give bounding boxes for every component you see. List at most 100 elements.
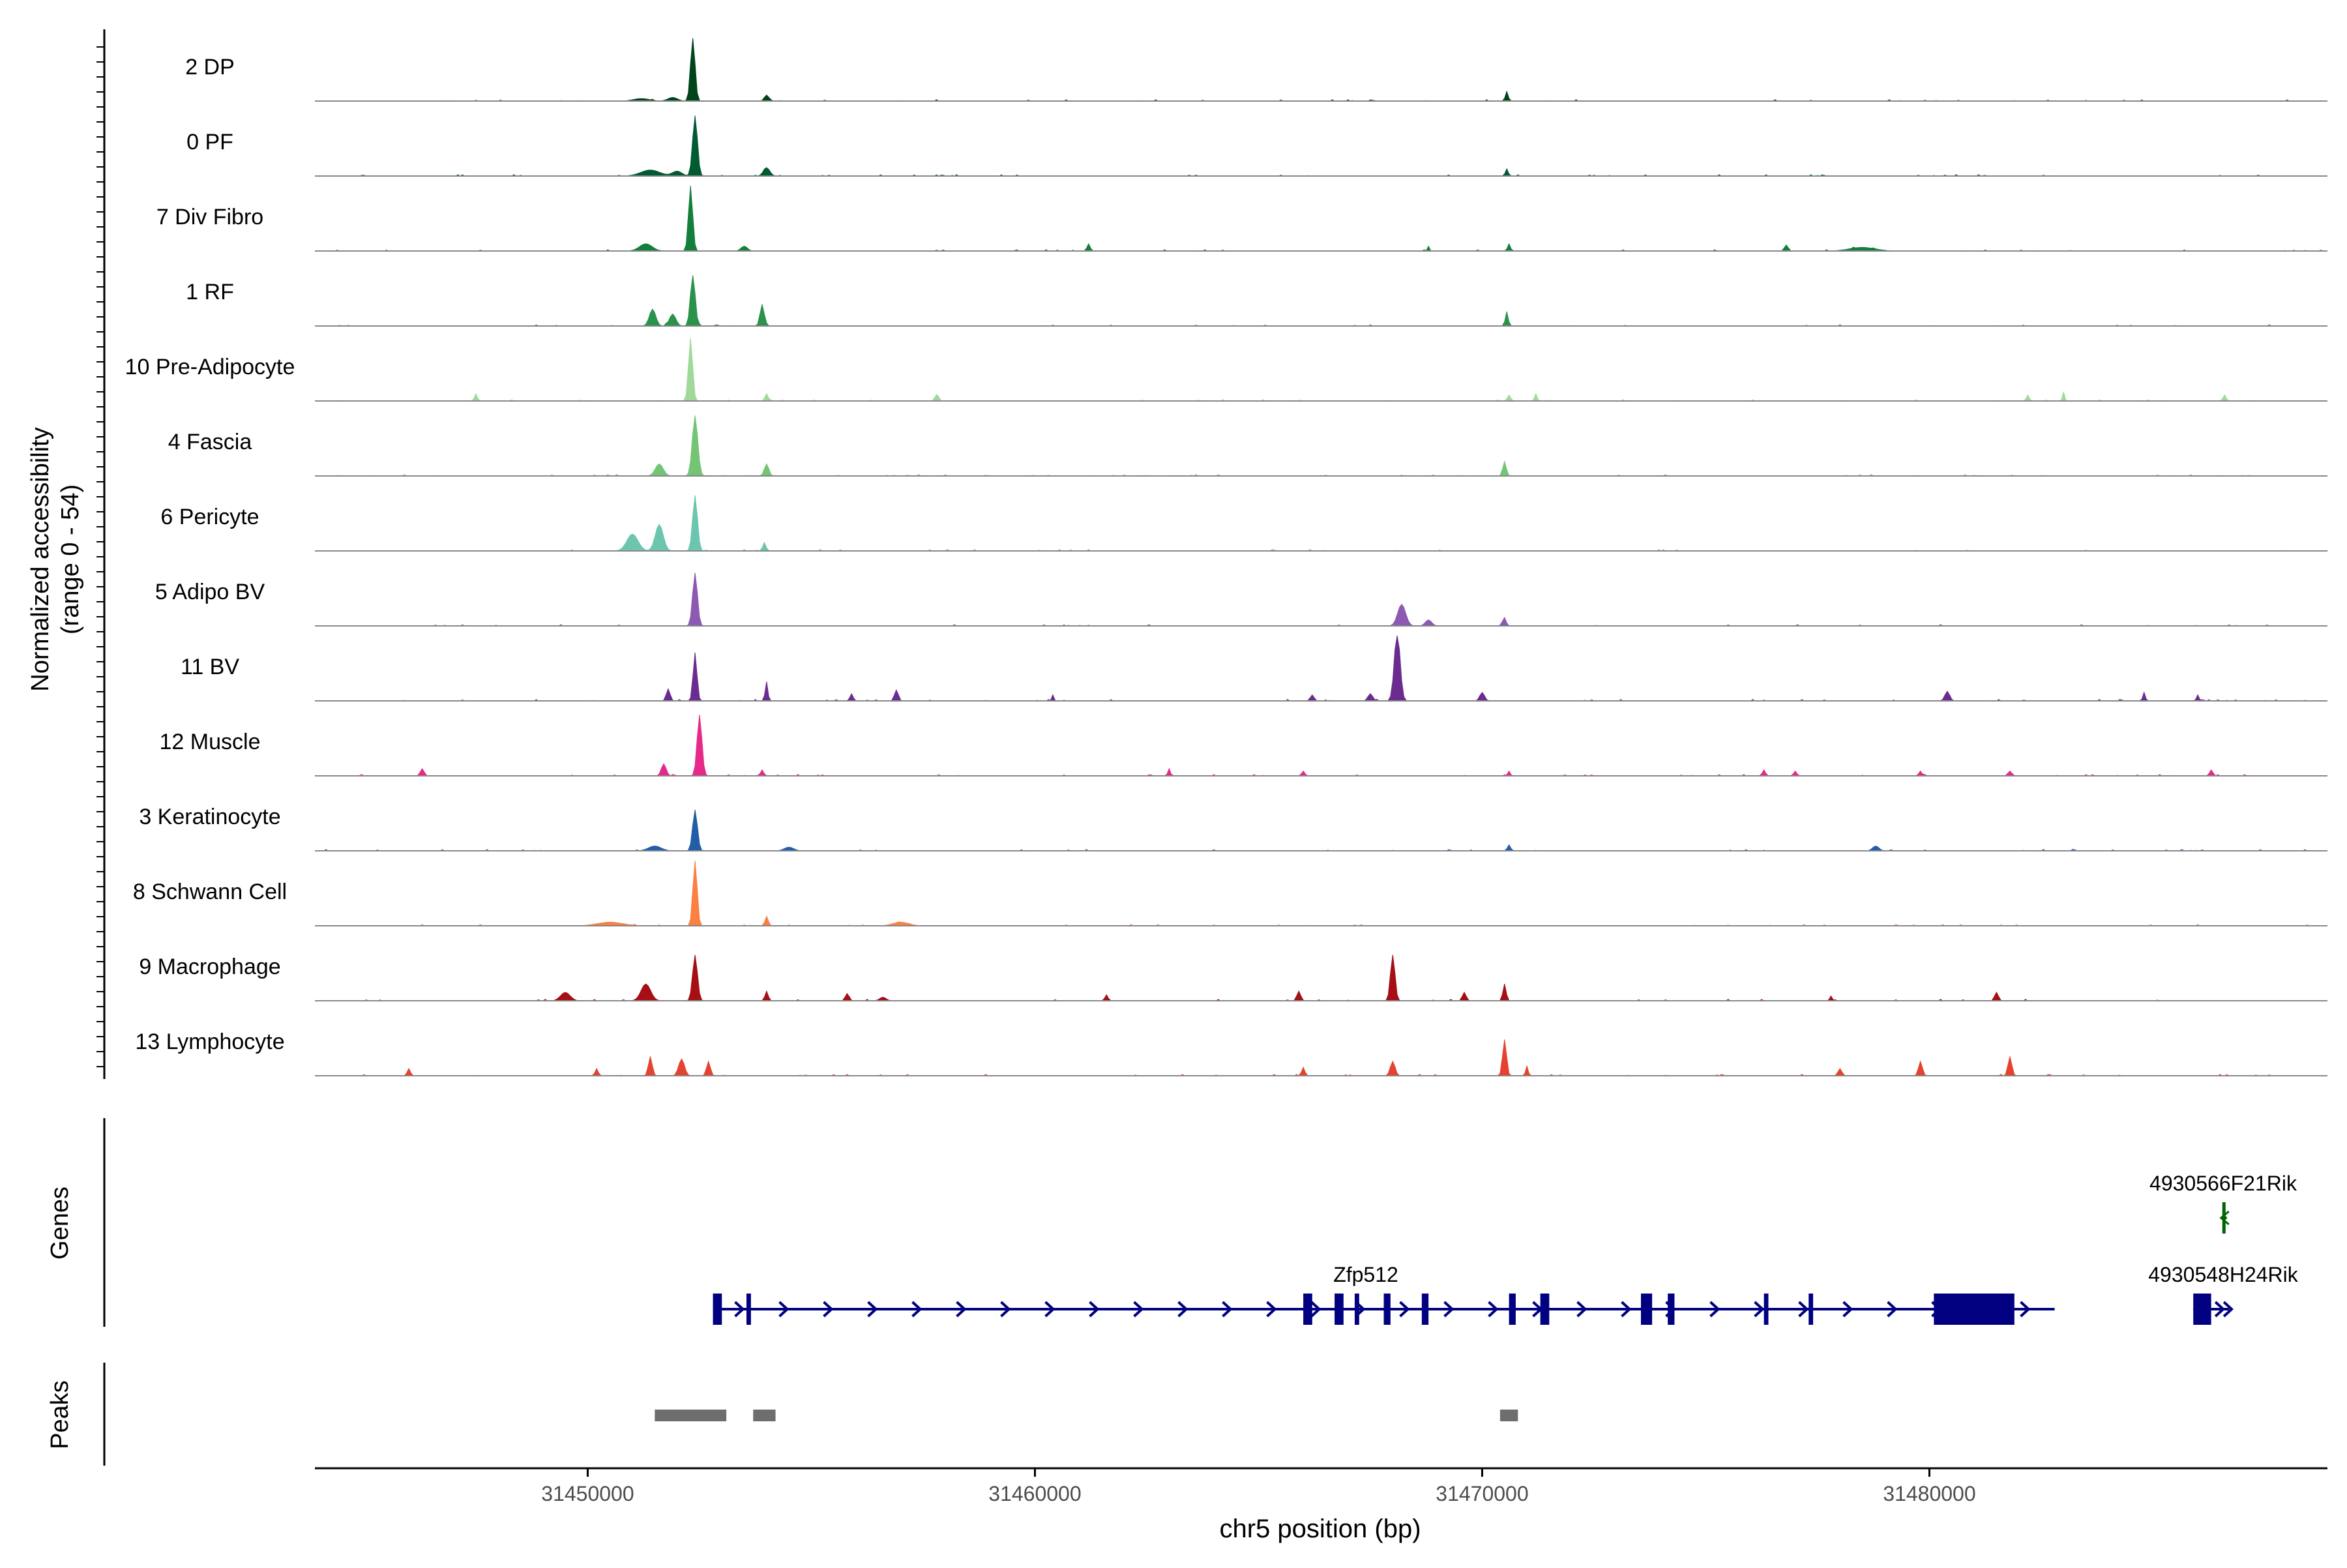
- strand-chevron: [778, 1301, 790, 1318]
- gene-exon: [1808, 1294, 1814, 1325]
- gene-label: 4930548H24Rik: [2148, 1263, 2299, 1286]
- strand-chevron: [2214, 1301, 2226, 1318]
- strand-chevron: [867, 1301, 878, 1318]
- track-label: 8 Schwann Cell: [133, 880, 287, 904]
- strand-chevron: [1399, 1301, 1410, 1318]
- strand-chevron: [956, 1301, 967, 1318]
- gene-label: Zfp512: [1333, 1263, 1398, 1286]
- track-label: 4 Fascia: [168, 430, 252, 454]
- peak-region: [753, 1410, 776, 1421]
- coverage-track: 9 Macrophage: [139, 954, 2327, 1001]
- coverage-area: [315, 715, 2328, 777]
- track-label: 12 Muscle: [160, 730, 261, 754]
- strand-chevron: [1177, 1301, 1188, 1318]
- strand-chevron: [1266, 1301, 1277, 1318]
- gene-exon: [1383, 1294, 1391, 1325]
- track-label: 10 Pre-Adipocyte: [125, 355, 295, 379]
- strand-chevron: [1443, 1301, 1454, 1318]
- coverage-track: 12 Muscle: [160, 715, 2328, 777]
- peak-region: [655, 1410, 727, 1421]
- coverage-track: 8 Schwann Cell: [133, 860, 2327, 926]
- peak-track: [103, 1363, 1518, 1466]
- coverage-area: [315, 809, 2327, 851]
- strand-chevron: [2222, 1301, 2234, 1318]
- genes-track-label: Genes: [46, 1187, 74, 1260]
- gene-exon: [1354, 1294, 1359, 1325]
- x-axis: 31450000 31460000 31470000 31480000: [315, 1467, 2327, 1505]
- strand-chevron: [1887, 1301, 1898, 1318]
- gene-exon: [1421, 1294, 1429, 1325]
- coverage-area: [315, 415, 2327, 477]
- gene-model: 4930548H24Rik: [2148, 1263, 2299, 1325]
- track-label: 3 Keratinocyte: [139, 805, 280, 829]
- strand-chevron: [1621, 1301, 1632, 1318]
- gene-exon: [746, 1294, 751, 1325]
- coverage-track: 6 Pericyte: [160, 495, 2328, 552]
- gene-exon: [2222, 1202, 2226, 1234]
- gene-model: 4930566F21Rik: [2149, 1172, 2297, 1234]
- y-axis-label-range: (range 0 - 54): [57, 484, 84, 634]
- strand-chevron: [1709, 1301, 1720, 1318]
- track-label: 9 Macrophage: [139, 954, 280, 979]
- coverage-track: 3 Keratinocyte: [139, 805, 2327, 851]
- coverage-area: [315, 495, 2328, 552]
- y-axis-label: Normalized accessibility: [27, 427, 54, 691]
- strand-chevron: [2020, 1301, 2031, 1318]
- strand-chevron: [1133, 1301, 1144, 1318]
- strand-chevron: [1842, 1301, 1853, 1318]
- strand-chevron: [1089, 1301, 1100, 1318]
- x-axis-label: chr5 position (bp): [1219, 1515, 1421, 1543]
- coverage-area: [315, 860, 2327, 926]
- track-label: 2 DP: [185, 55, 235, 80]
- gene-exon: [2193, 1294, 2211, 1325]
- track-label: 7 Div Fibro: [156, 205, 263, 229]
- coverage-area: [315, 1039, 2327, 1076]
- track-label: 5 Adipo BV: [155, 580, 265, 604]
- strand-chevron: [1754, 1301, 1765, 1318]
- gene-exon: [713, 1294, 722, 1325]
- coverage-track: 13 Lymphocyte: [135, 1029, 2327, 1076]
- gene-exon: [1509, 1294, 1516, 1325]
- coverage-track: 1 RF: [186, 275, 2327, 327]
- coverage-track: 7 Div Fibro: [156, 185, 2327, 252]
- coverage-area: [315, 275, 2327, 327]
- coverage-track: 0 PF: [186, 115, 2327, 177]
- x-tick-label: 31450000: [541, 1482, 634, 1505]
- coverage-track: 10 Pre-Adipocyte: [125, 338, 2327, 402]
- coverage-area: [315, 185, 2327, 252]
- x-tick-label: 31470000: [1436, 1482, 1528, 1505]
- coverage-area: [315, 954, 2327, 1001]
- track-label: 1 RF: [186, 280, 234, 304]
- gene-exon: [1540, 1294, 1550, 1325]
- strand-chevron: [1488, 1301, 1499, 1318]
- peaks-track-label: Peaks: [46, 1380, 74, 1449]
- gene-exon: [1303, 1294, 1312, 1325]
- track-label: 11 BV: [181, 655, 239, 679]
- x-tick-label: 31480000: [1883, 1482, 1975, 1505]
- coverage-tracks: 2 DP 0 PF 7 Div Fibro 1 RF 10 Pre-Adipocyte 4…: [96, 29, 2328, 1079]
- track-label: 0 PF: [186, 130, 233, 155]
- coverage-track: 11 BV: [181, 635, 2327, 702]
- strand-chevron: [1222, 1301, 1233, 1318]
- strand-chevron: [911, 1301, 923, 1318]
- coverage-area: [315, 572, 2327, 627]
- gene-model: Zfp512: [713, 1263, 2055, 1325]
- coverage-area: [315, 38, 2327, 102]
- gene-exon: [1764, 1294, 1769, 1325]
- strand-chevron: [823, 1301, 834, 1318]
- peak-region: [1499, 1410, 1518, 1421]
- coverage-area: [315, 635, 2327, 702]
- track-label: 13 Lymphocyte: [135, 1029, 284, 1054]
- gene-track: Zfp512 4930548H24Rik 4930566F21Rik: [103, 1118, 2299, 1327]
- gene-exon: [1668, 1294, 1675, 1325]
- coverage-track: 4 Fascia: [168, 415, 2327, 477]
- strand-chevron: [1310, 1301, 1321, 1318]
- coverage-track: 2 DP: [185, 38, 2327, 102]
- coverage-area: [315, 115, 2327, 177]
- strand-chevron: [1000, 1301, 1011, 1318]
- strand-chevron: [734, 1301, 745, 1318]
- strand-chevron: [1798, 1301, 1809, 1318]
- coverage-track: 5 Adipo BV: [155, 572, 2327, 627]
